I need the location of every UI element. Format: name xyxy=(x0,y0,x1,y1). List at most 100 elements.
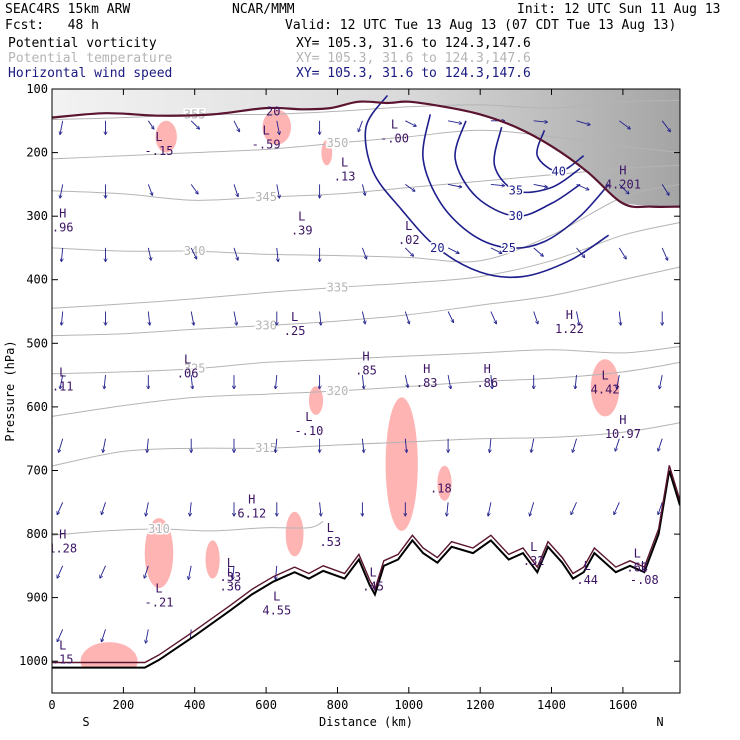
wind-vector xyxy=(531,438,535,452)
wind-vector xyxy=(618,247,626,259)
wind-vector xyxy=(57,502,64,514)
wind-vector xyxy=(190,247,196,259)
y-tick-label: 200 xyxy=(26,146,48,160)
wind-vector xyxy=(276,565,277,579)
stratosphere-shading xyxy=(52,89,680,207)
pv-low-value: .33 xyxy=(220,570,242,584)
pv-shaded-region xyxy=(437,465,452,501)
wind-vector xyxy=(233,247,238,260)
field-name-theta: Potential temperature xyxy=(8,51,173,66)
theta-contour xyxy=(52,520,324,536)
field-xy-wind: XY= 105.3, 31.6 to 124.3,147.6 xyxy=(296,66,531,81)
wind-vector xyxy=(147,120,153,129)
wind-vector xyxy=(661,120,670,132)
y-tick-label: 500 xyxy=(26,336,48,350)
theta-contour xyxy=(52,129,680,160)
wind-vector xyxy=(189,565,192,579)
wind-vector xyxy=(619,311,620,325)
theta-contour xyxy=(52,361,680,417)
theta-contour xyxy=(52,266,680,337)
wind-vector xyxy=(57,629,64,641)
init-time: Init: 12 UTC Sun 11 Aug 13 xyxy=(517,2,721,17)
pv-low-value: .45 xyxy=(362,580,384,594)
theta-contour xyxy=(52,422,680,467)
wind-vector xyxy=(147,247,151,260)
pv-low-marker: L xyxy=(530,540,537,554)
wind-vector xyxy=(60,375,64,388)
pv-high-value: 4.201 xyxy=(605,178,641,192)
tropopause-contour xyxy=(52,100,680,209)
pv-high-value: .96 xyxy=(52,220,74,234)
plot-frame xyxy=(51,88,681,694)
y-tick-label: 1000 xyxy=(19,654,48,668)
pv-low-value: -.08 xyxy=(630,573,659,587)
pv-low-marker: L xyxy=(262,124,269,138)
theta-contour-label: 330 xyxy=(255,319,277,333)
pv-high-marker: H xyxy=(362,349,369,363)
wind-vector xyxy=(362,438,363,452)
x-tick-label: 400 xyxy=(184,698,206,712)
pv-high-marker: H xyxy=(248,492,255,506)
wind-vector xyxy=(361,311,365,324)
forecast-hour: Fcst: 48 h xyxy=(5,18,99,33)
pv-high-value: 1.28 xyxy=(48,541,77,555)
pv-low-value: -.10 xyxy=(294,424,323,438)
pv-low-value: .25 xyxy=(284,324,306,338)
wind-vector xyxy=(190,120,199,129)
terrain xyxy=(52,465,680,693)
wind-vector xyxy=(576,183,589,189)
wind-vector xyxy=(276,375,277,388)
wind-vector xyxy=(361,247,366,259)
pv-low-value: .62 xyxy=(626,561,648,575)
wind-speed-contour xyxy=(536,130,585,173)
y-axis-label: Pressure (hPa) xyxy=(3,340,17,441)
wind-vector xyxy=(233,311,237,325)
pv-value-label: 20 xyxy=(266,105,280,119)
wind-vector xyxy=(61,311,62,325)
pv-low-value: -.00 xyxy=(380,131,409,145)
x-tick-label: 1400 xyxy=(537,698,566,712)
pv-low-marker: L xyxy=(341,156,348,170)
wind-vector xyxy=(57,565,64,578)
pv-high-value: 1.22 xyxy=(555,322,584,336)
wind-speed-contour-label: 20 xyxy=(430,241,444,255)
y-tick-label: 600 xyxy=(26,400,48,414)
y-tick-label: 800 xyxy=(26,527,48,541)
wind-vector xyxy=(233,120,239,132)
x-tick-label: 800 xyxy=(327,698,349,712)
pv-value-label: .18 xyxy=(430,482,452,496)
wind-vector xyxy=(571,502,577,514)
y-tick-label: 900 xyxy=(26,591,48,605)
x-axis-label: Distance (km) xyxy=(319,715,413,729)
valid-time: Valid: 12 UTC Tue 13 Aug 13 (07 CDT Tue … xyxy=(285,18,677,33)
theta-contour-label: 350 xyxy=(327,136,349,150)
wind-vector xyxy=(615,438,620,451)
pv-low-value: .44 xyxy=(576,573,598,587)
pv-low-marker: L xyxy=(273,590,280,604)
wind-vector xyxy=(488,502,492,515)
pv-low-value: .15 xyxy=(52,653,74,667)
wind-speed-contour xyxy=(493,126,581,194)
theta-contour-label: 325 xyxy=(184,362,206,376)
wind-vector xyxy=(276,438,277,452)
pv-low-value: -.15 xyxy=(145,144,174,158)
pv-shaded-region xyxy=(285,511,304,557)
wind-vector xyxy=(147,184,152,195)
pv-high-marker: H xyxy=(566,308,573,322)
pv-high-value: 10.97 xyxy=(605,427,641,441)
theta-contour xyxy=(52,346,680,375)
pv-high-marker: H xyxy=(423,362,430,376)
pv-low-marker: L xyxy=(327,521,334,535)
theta-contour xyxy=(52,164,680,201)
pv-low-marker: L xyxy=(184,353,191,367)
pv-low-marker: L xyxy=(641,559,648,573)
wind-vector xyxy=(147,438,148,452)
pv-high-value: .83 xyxy=(416,376,438,390)
pv-shaded-region xyxy=(144,518,174,589)
pv-low-value: .06 xyxy=(177,367,199,381)
x-tick-label: 200 xyxy=(113,698,135,712)
pv-low-marker: L xyxy=(155,582,162,596)
wind-vector xyxy=(447,247,459,253)
pv-high-marker: H xyxy=(619,164,626,178)
